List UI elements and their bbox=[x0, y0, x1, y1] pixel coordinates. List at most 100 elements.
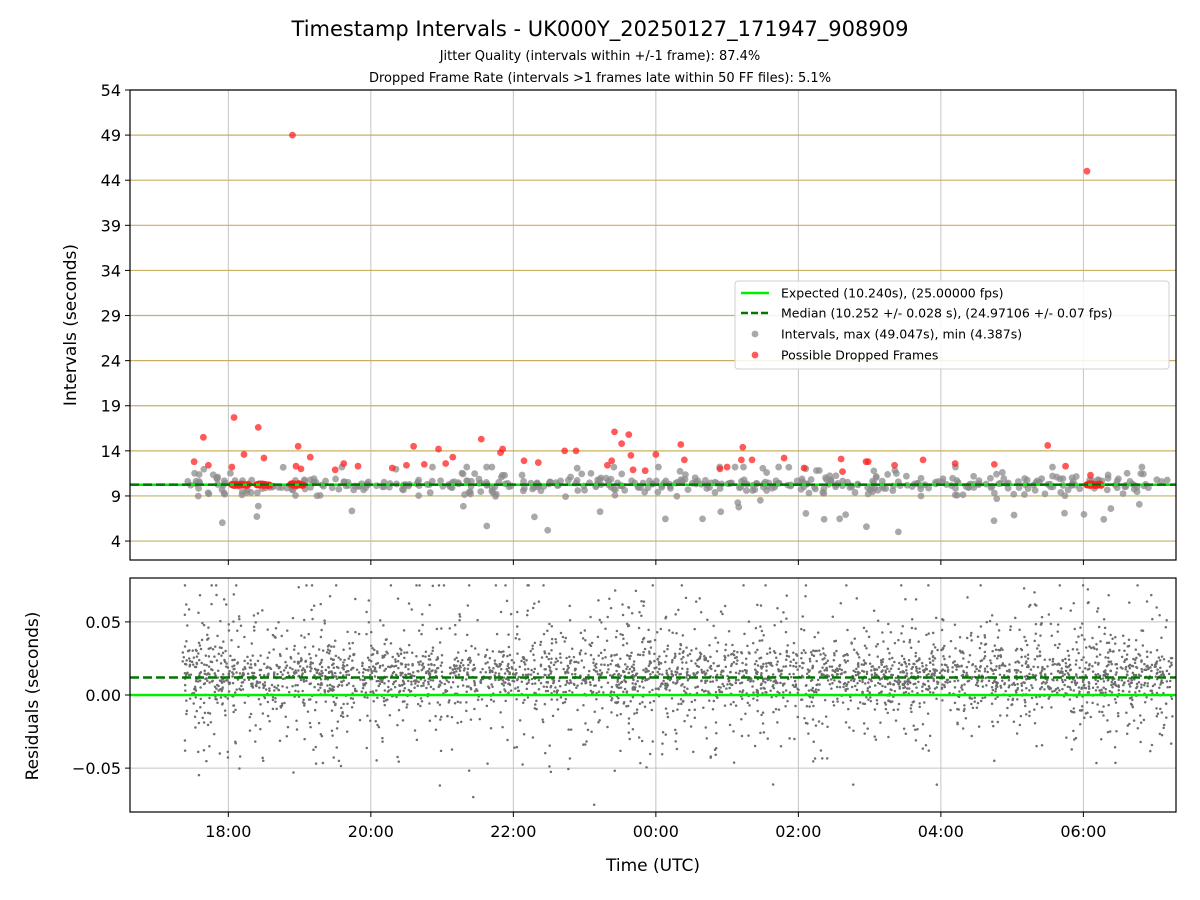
residual-point bbox=[320, 674, 324, 678]
legend-dropped-swatch bbox=[751, 351, 759, 359]
residual-point bbox=[858, 701, 862, 704]
residual-point bbox=[942, 655, 945, 658]
residual-point bbox=[183, 683, 187, 687]
residual-point bbox=[984, 676, 988, 680]
residual-point bbox=[205, 759, 208, 763]
residual-point bbox=[665, 688, 668, 691]
residual-point bbox=[302, 680, 306, 683]
residual-point bbox=[458, 669, 462, 673]
residual-point bbox=[202, 623, 206, 627]
residual-point bbox=[911, 690, 914, 693]
residual-point bbox=[648, 652, 651, 655]
residual-point bbox=[977, 725, 981, 728]
residual-point bbox=[794, 704, 797, 708]
residual-point bbox=[583, 743, 587, 746]
residual-point bbox=[403, 656, 406, 660]
residual-point bbox=[491, 685, 494, 688]
residual-point bbox=[232, 710, 235, 714]
residual-point bbox=[979, 699, 983, 703]
residual-point bbox=[894, 719, 898, 722]
residual-point bbox=[205, 663, 208, 667]
residual-point bbox=[1098, 689, 1101, 692]
residual-point bbox=[226, 756, 230, 759]
residual-point bbox=[881, 684, 884, 688]
residual-point bbox=[670, 670, 673, 673]
residual-point bbox=[915, 686, 918, 689]
residual-point bbox=[1130, 664, 1134, 668]
residual-point bbox=[319, 678, 323, 681]
residual-point bbox=[943, 657, 946, 661]
residual-point bbox=[325, 651, 329, 654]
residual-point bbox=[932, 679, 936, 683]
residual-point bbox=[185, 712, 188, 716]
residual-point bbox=[335, 677, 339, 680]
residual-point bbox=[190, 660, 194, 664]
residual-point bbox=[936, 648, 939, 652]
residual-point bbox=[436, 701, 440, 704]
residual-point bbox=[422, 681, 425, 685]
residual-point bbox=[706, 669, 709, 672]
residual-point bbox=[910, 672, 913, 675]
residual-point bbox=[1113, 745, 1117, 749]
residual-point bbox=[740, 697, 744, 700]
interval-point bbox=[1138, 463, 1146, 471]
residual-point bbox=[387, 685, 390, 689]
residual-point bbox=[1104, 691, 1107, 694]
residual-point bbox=[588, 643, 591, 646]
residual-point bbox=[536, 672, 540, 675]
dropped-frame-point bbox=[723, 463, 731, 471]
residual-point bbox=[259, 703, 262, 706]
residual-point bbox=[184, 663, 188, 666]
residual-point bbox=[486, 762, 489, 765]
residual-point bbox=[1165, 716, 1168, 719]
residual-point bbox=[1117, 714, 1120, 718]
residual-point bbox=[962, 657, 965, 660]
residual-point bbox=[679, 643, 683, 647]
residual-point bbox=[1162, 691, 1165, 695]
residual-point bbox=[421, 654, 425, 658]
residual-point bbox=[742, 584, 745, 587]
residual-point bbox=[927, 685, 931, 688]
residual-point bbox=[573, 667, 577, 671]
residual-point bbox=[1128, 690, 1131, 694]
residual-point bbox=[1101, 677, 1105, 680]
residual-point bbox=[455, 670, 458, 673]
residual-point bbox=[415, 679, 418, 683]
residual-point bbox=[1122, 681, 1126, 685]
residual-point bbox=[465, 633, 469, 637]
residual-point bbox=[196, 750, 200, 754]
residual-point bbox=[584, 638, 587, 642]
residual-point bbox=[634, 672, 638, 676]
residual-point bbox=[868, 653, 871, 657]
residual-point bbox=[209, 646, 212, 650]
residual-point bbox=[907, 687, 911, 690]
residual-point bbox=[706, 659, 710, 663]
residual-point bbox=[1084, 674, 1087, 677]
residual-point bbox=[527, 681, 530, 684]
residual-point bbox=[904, 690, 908, 694]
residual-point bbox=[382, 699, 386, 703]
residual-point bbox=[328, 687, 332, 690]
interval-point bbox=[864, 490, 872, 498]
residual-point bbox=[998, 649, 1002, 652]
residual-point bbox=[1075, 695, 1079, 699]
residual-point bbox=[1138, 689, 1141, 693]
residual-point bbox=[313, 708, 317, 712]
residual-point bbox=[732, 649, 736, 653]
residual-point bbox=[202, 721, 206, 724]
residual-point bbox=[759, 656, 763, 660]
dropped-frame-point bbox=[618, 440, 626, 448]
residual-point bbox=[1060, 667, 1064, 670]
residual-point bbox=[439, 718, 442, 721]
residual-point bbox=[583, 629, 587, 632]
interval-point bbox=[467, 490, 474, 498]
residual-point bbox=[589, 615, 592, 619]
residual-point bbox=[1102, 705, 1105, 708]
residual-point bbox=[665, 654, 668, 658]
interval-point bbox=[611, 491, 619, 499]
residual-point bbox=[533, 658, 536, 662]
residual-point bbox=[801, 666, 804, 670]
residual-point bbox=[584, 722, 587, 725]
residual-point bbox=[694, 686, 697, 689]
residual-point bbox=[1075, 659, 1078, 662]
